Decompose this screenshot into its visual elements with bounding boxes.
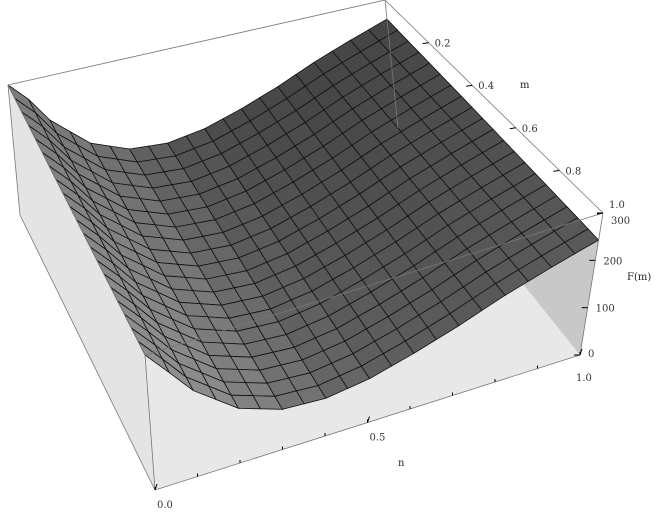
y-tick — [509, 127, 516, 130]
y-tick-label: 0.8 — [565, 166, 581, 177]
surface — [7, 18, 600, 410]
z-tick-label: 300 — [611, 216, 630, 227]
y-axis-label: m — [520, 80, 530, 91]
box-edge — [7, 84, 146, 356]
x-axis-label: n — [398, 458, 405, 469]
box-edge — [7, 0, 386, 86]
box-edge — [579, 212, 604, 356]
axis-ticks: 0.0 0.5 1.0 0.2 0.4 0.6 0.8 1.0 0 100 200 300 — [154, 39, 630, 511]
z-tick-label: 0 — [588, 349, 594, 360]
z-axis-label: F(m) — [627, 272, 651, 283]
x-tick-label: 0.0 — [157, 500, 173, 511]
z-tick-label: 200 — [603, 256, 622, 267]
y-tick-label: 0.2 — [435, 39, 451, 50]
box-edge — [144, 354, 156, 491]
y-tick-label: 0.6 — [522, 124, 538, 135]
y-tick-label: 0.4 — [478, 81, 494, 92]
box-edge — [144, 212, 604, 356]
box-edge — [384, 0, 604, 214]
y-tick — [466, 84, 473, 87]
z-tick-label: 100 — [596, 304, 615, 315]
x-tick-label: 0.5 — [370, 433, 386, 444]
x-tick-label: 1.0 — [576, 373, 592, 384]
box-edge — [19, 214, 156, 491]
y-tick-label: 1.0 — [609, 200, 625, 211]
y-tick — [553, 169, 560, 172]
y-tick — [422, 42, 429, 45]
box-edge — [384, 0, 399, 129]
left-wall — [8, 85, 155, 490]
box-edge — [7, 84, 21, 216]
